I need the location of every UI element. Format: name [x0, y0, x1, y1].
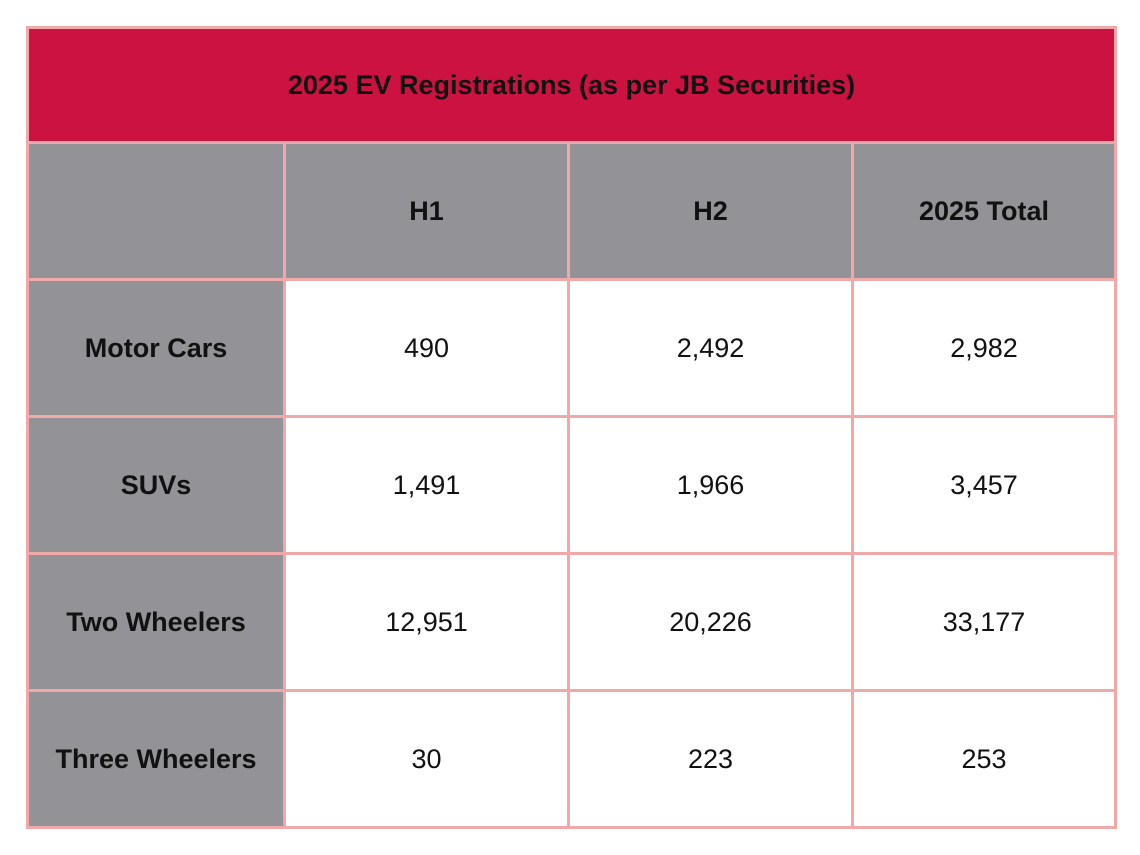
- table-row: SUVs 1,491 1,966 3,457: [26, 415, 1117, 555]
- cell-total: 253: [851, 689, 1117, 829]
- table-title: 2025 EV Registrations (as per JB Securit…: [26, 26, 1117, 144]
- row-label: SUVs: [26, 415, 286, 555]
- header-h2: H2: [567, 141, 854, 281]
- row-label: Three Wheelers: [26, 689, 286, 829]
- cell-total: 2,982: [851, 278, 1117, 418]
- cell-h2: 20,226: [567, 552, 854, 692]
- header-empty: [26, 141, 286, 281]
- ev-registrations-table: 2025 EV Registrations (as per JB Securit…: [26, 26, 1117, 829]
- row-label: Two Wheelers: [26, 552, 286, 692]
- cell-total: 33,177: [851, 552, 1117, 692]
- cell-h2: 2,492: [567, 278, 854, 418]
- cell-h1: 1,491: [283, 415, 570, 555]
- table-row: Three Wheelers 30 223 253: [26, 689, 1117, 829]
- cell-h2: 223: [567, 689, 854, 829]
- cell-h2: 1,966: [567, 415, 854, 555]
- table-row: Motor Cars 490 2,492 2,982: [26, 278, 1117, 418]
- cell-h1: 30: [283, 689, 570, 829]
- table-row: Two Wheelers 12,951 20,226 33,177: [26, 552, 1117, 692]
- cell-h1: 490: [283, 278, 570, 418]
- cell-h1: 12,951: [283, 552, 570, 692]
- header-h1: H1: [283, 141, 570, 281]
- header-row: H1 H2 2025 Total: [26, 141, 1117, 281]
- cell-total: 3,457: [851, 415, 1117, 555]
- header-total: 2025 Total: [851, 141, 1117, 281]
- row-label: Motor Cars: [26, 278, 286, 418]
